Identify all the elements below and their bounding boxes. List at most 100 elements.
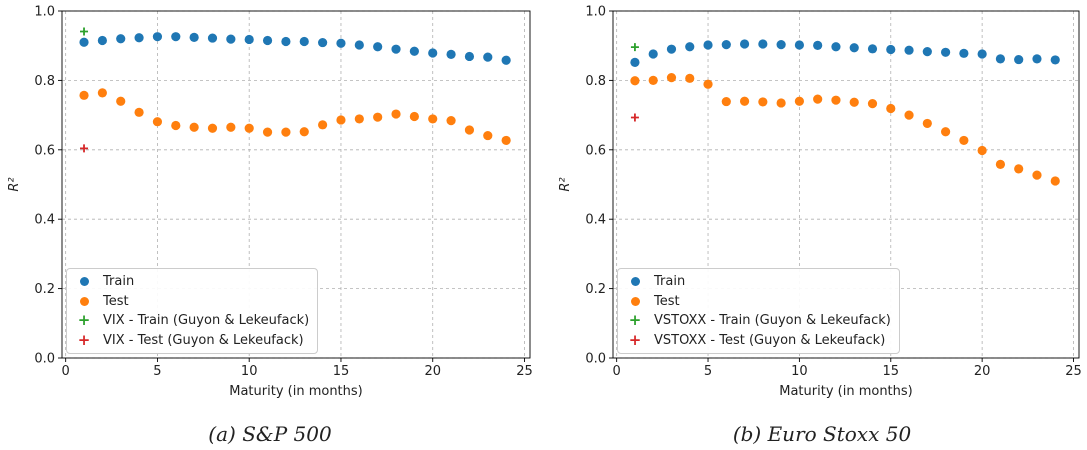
y-axis-label: R²	[7, 177, 22, 191]
data-point-train	[97, 35, 107, 46]
legend-euro-stoxx-50: Train Test + VSTOXX - Train (Guyon & Lekeuf…	[617, 268, 900, 354]
data-point-test	[373, 112, 383, 122]
y-tick-label: 0.0	[34, 352, 55, 367]
data-point-test	[391, 109, 401, 119]
data-point-benchmark	[630, 113, 639, 122]
data-point-train	[630, 57, 640, 67]
data-point-test	[922, 118, 932, 129]
data-point-test	[152, 117, 163, 127]
data-point-train	[501, 55, 511, 65]
legend-entry: Train	[73, 272, 309, 292]
data-point-train	[1050, 55, 1060, 65]
data-point-train	[336, 38, 346, 48]
data-point-test	[776, 98, 786, 108]
data-point-train	[134, 33, 144, 43]
data-point-benchmark	[630, 43, 639, 52]
data-point-test	[79, 90, 89, 100]
data-point-test	[959, 135, 969, 146]
data-point-train	[904, 45, 914, 55]
legend-plus-marker: +	[77, 311, 91, 330]
y-tick-label: 0.6	[34, 143, 55, 158]
x-tick-label: 25	[1065, 364, 1082, 379]
data-point-train	[318, 37, 328, 48]
data-point-train	[152, 32, 163, 42]
legend-plus-marker: +	[77, 330, 91, 349]
chart-caption-sp500: (a) S&P 500	[208, 422, 332, 446]
y-tick-label: 0.6	[585, 143, 606, 158]
data-point-benchmark	[80, 27, 89, 36]
x-tick-label: 15	[882, 364, 899, 379]
data-point-test	[703, 79, 713, 89]
data-point-test	[904, 110, 914, 120]
data-point-train	[940, 47, 951, 57]
legend-entry: Train	[624, 272, 891, 292]
data-point-test	[940, 127, 951, 137]
y-tick-label: 0.4	[585, 213, 606, 228]
legend-circle-marker	[73, 296, 95, 306]
data-point-test	[464, 125, 475, 135]
data-point-test	[685, 73, 695, 83]
data-point-test	[428, 114, 438, 124]
data-point-train	[299, 36, 309, 47]
data-point-test	[244, 123, 254, 133]
data-point-train	[648, 49, 658, 59]
data-point-train	[721, 40, 731, 50]
x-tick-label: 10	[791, 364, 808, 379]
y-axis-label: R²	[558, 177, 573, 191]
data-point-train	[1032, 54, 1042, 64]
data-point-train	[995, 54, 1006, 64]
data-point-test	[97, 88, 107, 98]
data-point-train	[776, 40, 786, 50]
data-point-train	[794, 40, 805, 50]
data-point-test	[1050, 176, 1060, 186]
data-point-test	[648, 75, 658, 85]
data-point-test	[134, 107, 144, 117]
data-point-train	[886, 44, 896, 55]
y-tick-label: 0.8	[34, 74, 55, 89]
data-point-train	[685, 42, 695, 52]
chart-caption-euro-stoxx-50: (b) Euro Stoxx 50	[732, 422, 912, 446]
y-tick-label: 1.0	[34, 5, 55, 20]
data-point-test	[867, 99, 878, 109]
y-tick-label: 0.2	[585, 282, 606, 297]
legend-circle-marker	[624, 277, 646, 287]
legend-sp500: Train Test + VIX - Train (Guyon & Lekeufack…	[66, 268, 319, 354]
data-point-test	[189, 122, 199, 132]
data-point-benchmark	[80, 144, 89, 153]
data-point-test	[1014, 164, 1024, 174]
legend-label: Test	[654, 293, 680, 309]
data-point-train	[207, 33, 218, 43]
legend-label: VSTOXX - Train (Guyon & Lekeufack)	[654, 313, 891, 329]
data-point-test	[116, 96, 126, 106]
data-point-train	[373, 42, 383, 52]
y-tick-label: 0.0	[585, 352, 606, 367]
data-point-train	[262, 35, 273, 46]
data-point-train	[867, 44, 878, 54]
legend-label: Test	[103, 293, 129, 309]
x-axis-label: Maturity (in months)	[779, 384, 913, 399]
x-axis-label: Maturity (in months)	[229, 384, 363, 399]
plot-frame	[61, 10, 531, 359]
data-point-test	[886, 103, 896, 114]
legend-entry: + VSTOXX - Test (Guyon & Lekeufack)	[624, 331, 891, 351]
data-point-test	[977, 145, 987, 156]
data-point-test	[171, 120, 181, 131]
data-point-test	[739, 96, 750, 106]
data-point-test	[666, 73, 677, 83]
x-tick-label: 20	[424, 364, 441, 379]
data-point-train	[977, 49, 987, 59]
x-tick-label: 10	[241, 364, 258, 379]
legend-label: VSTOXX - Test (Guyon & Lekeufack)	[654, 332, 886, 348]
data-point-test	[1032, 170, 1042, 180]
y-tick-label: 1.0	[585, 5, 606, 20]
data-point-test	[299, 127, 309, 137]
data-point-train	[281, 36, 291, 47]
legend-entry: + VIX - Test (Guyon & Lekeufack)	[73, 331, 309, 351]
data-point-train	[922, 46, 932, 57]
data-point-train	[79, 37, 89, 47]
x-tick-label: 15	[333, 364, 350, 379]
data-point-test	[813, 94, 823, 104]
x-tick-label: 5	[704, 364, 712, 379]
data-point-test	[831, 95, 841, 105]
data-point-train	[428, 48, 438, 58]
